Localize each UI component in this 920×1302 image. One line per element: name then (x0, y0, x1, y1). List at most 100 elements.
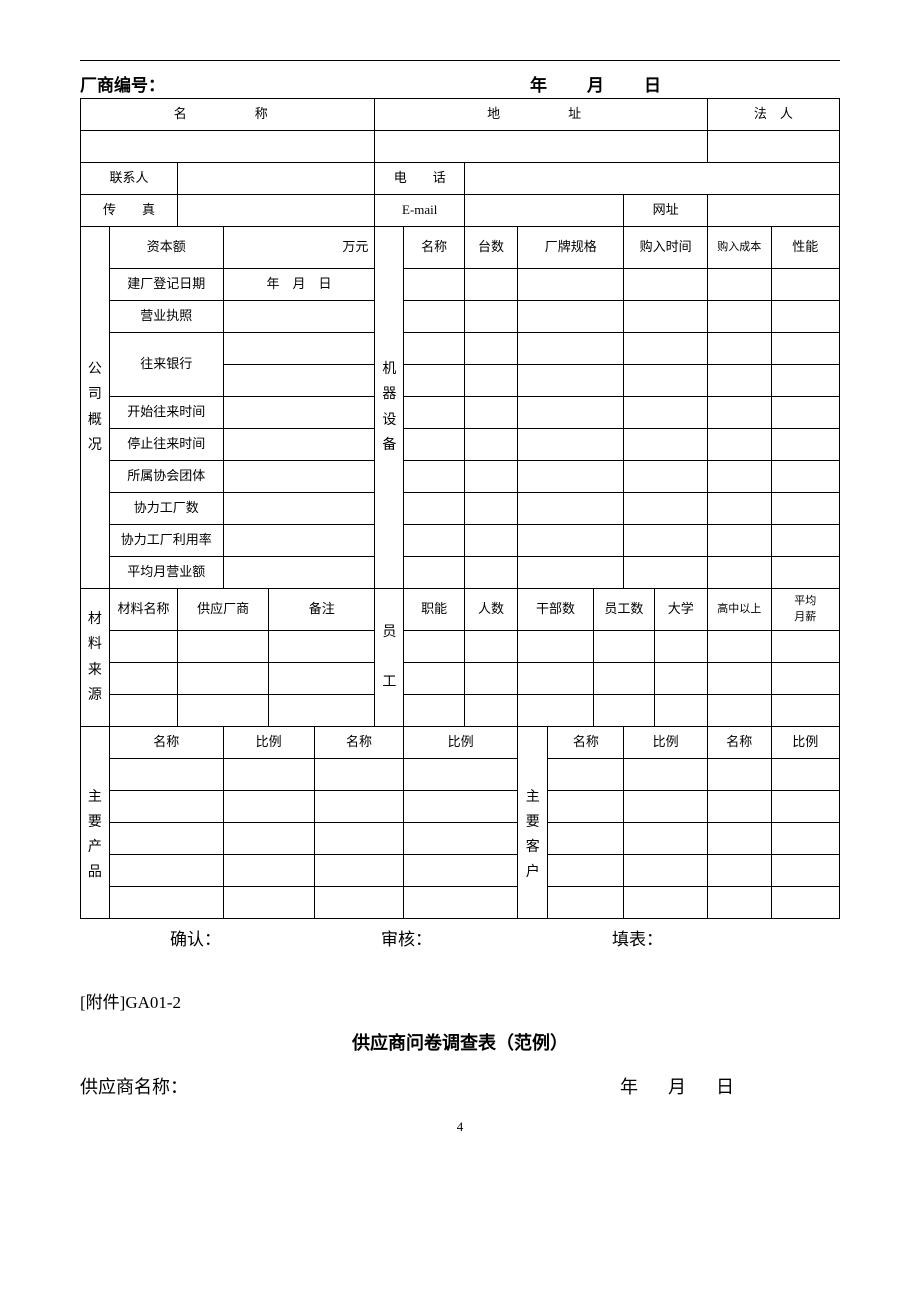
equip-r5-c2[interactable] (464, 397, 517, 429)
equip-r2-c4[interactable] (624, 301, 707, 333)
staff-r2-c5[interactable] (654, 663, 707, 695)
equip-r9-c5[interactable] (707, 525, 771, 557)
mat-r1-c2[interactable] (178, 631, 269, 663)
equip-r6-c5[interactable] (707, 429, 771, 461)
equip-r10-c3[interactable] (518, 557, 624, 589)
name-value[interactable] (81, 131, 375, 163)
staff-r1-c1[interactable] (404, 631, 465, 663)
equip-r10-c1[interactable] (404, 557, 465, 589)
prod-r5-c4[interactable] (404, 887, 518, 919)
equip-r7-c5[interactable] (707, 461, 771, 493)
equip-r1-c5[interactable] (707, 269, 771, 301)
staff-r1-c4[interactable] (594, 631, 655, 663)
equip-r2-c5[interactable] (707, 301, 771, 333)
coop-count-value[interactable] (223, 493, 375, 525)
equip-r6-c1[interactable] (404, 429, 465, 461)
address-value[interactable] (375, 131, 707, 163)
equip-r7-c4[interactable] (624, 461, 707, 493)
staff-r1-c6[interactable] (707, 631, 771, 663)
prod-r3-c4[interactable] (404, 823, 518, 855)
prod-r5-c2[interactable] (223, 887, 314, 919)
equip-r8-c5[interactable] (707, 493, 771, 525)
equip-r2-c3[interactable] (518, 301, 624, 333)
equip-r4-c3[interactable] (518, 365, 624, 397)
equip-r3-c2[interactable] (464, 333, 517, 365)
equip-r2-c1[interactable] (404, 301, 465, 333)
equip-r9-c1[interactable] (404, 525, 465, 557)
equip-r3-c3[interactable] (518, 333, 624, 365)
cust-r5-c1[interactable] (548, 887, 624, 919)
equip-r9-c3[interactable] (518, 525, 624, 557)
staff-r2-c6[interactable] (707, 663, 771, 695)
staff-r3-c5[interactable] (654, 695, 707, 727)
prod-r4-c1[interactable] (109, 855, 223, 887)
staff-r3-c2[interactable] (464, 695, 517, 727)
prod-r1-c3[interactable] (314, 759, 404, 791)
cust-r1-c2[interactable] (624, 759, 707, 791)
equip-r3-c1[interactable] (404, 333, 465, 365)
equip-r5-c3[interactable] (518, 397, 624, 429)
cust-r4-c4[interactable] (771, 855, 839, 887)
cust-r3-c2[interactable] (624, 823, 707, 855)
prod-r5-c3[interactable] (314, 887, 404, 919)
equip-r8-c2[interactable] (464, 493, 517, 525)
prod-r5-c1[interactable] (109, 887, 223, 919)
equip-r2-c6[interactable] (771, 301, 839, 333)
equip-r8-c1[interactable] (404, 493, 465, 525)
equip-r8-c6[interactable] (771, 493, 839, 525)
mat-r2-c3[interactable] (269, 663, 375, 695)
equip-r4-c5[interactable] (707, 365, 771, 397)
equip-r4-c2[interactable] (464, 365, 517, 397)
equip-r3-c5[interactable] (707, 333, 771, 365)
cust-r3-c4[interactable] (771, 823, 839, 855)
equip-r7-c2[interactable] (464, 461, 517, 493)
equip-r7-c6[interactable] (771, 461, 839, 493)
equip-r5-c5[interactable] (707, 397, 771, 429)
equip-r1-c2[interactable] (464, 269, 517, 301)
cust-r3-c3[interactable] (707, 823, 771, 855)
mat-r2-c2[interactable] (178, 663, 269, 695)
cust-r1-c3[interactable] (707, 759, 771, 791)
bank-value-2[interactable] (223, 365, 375, 397)
prod-r4-c4[interactable] (404, 855, 518, 887)
cust-r1-c4[interactable] (771, 759, 839, 791)
reg-date-value[interactable]: 年 月 日 (223, 269, 375, 301)
equip-r7-c3[interactable] (518, 461, 624, 493)
prod-r2-c3[interactable] (314, 791, 404, 823)
mat-r1-c1[interactable] (109, 631, 177, 663)
prod-r2-c4[interactable] (404, 791, 518, 823)
mat-r3-c1[interactable] (109, 695, 177, 727)
equip-r2-c2[interactable] (464, 301, 517, 333)
cust-r2-c1[interactable] (548, 791, 624, 823)
equip-r8-c4[interactable] (624, 493, 707, 525)
equip-r6-c3[interactable] (518, 429, 624, 461)
staff-r3-c6[interactable] (707, 695, 771, 727)
equip-r1-c6[interactable] (771, 269, 839, 301)
equip-r10-c6[interactable] (771, 557, 839, 589)
avg-turnover-value[interactable] (223, 557, 375, 589)
equip-r1-c3[interactable] (518, 269, 624, 301)
staff-r1-c2[interactable] (464, 631, 517, 663)
equip-r5-c4[interactable] (624, 397, 707, 429)
prod-r3-c1[interactable] (109, 823, 223, 855)
equip-r10-c4[interactable] (624, 557, 707, 589)
equip-r6-c2[interactable] (464, 429, 517, 461)
cust-r2-c3[interactable] (707, 791, 771, 823)
mat-r3-c3[interactable] (269, 695, 375, 727)
cust-r4-c1[interactable] (548, 855, 624, 887)
equip-r9-c2[interactable] (464, 525, 517, 557)
staff-r1-c5[interactable] (654, 631, 707, 663)
equip-r9-c4[interactable] (624, 525, 707, 557)
equip-r3-c4[interactable] (624, 333, 707, 365)
equip-r6-c6[interactable] (771, 429, 839, 461)
cust-r4-c2[interactable] (624, 855, 707, 887)
coop-util-value[interactable] (223, 525, 375, 557)
staff-r2-c7[interactable] (771, 663, 839, 695)
cust-r1-c1[interactable] (548, 759, 624, 791)
staff-r3-c3[interactable] (518, 695, 594, 727)
equip-r1-c1[interactable] (404, 269, 465, 301)
prod-r2-c2[interactable] (223, 791, 314, 823)
equip-r9-c6[interactable] (771, 525, 839, 557)
fax-value[interactable] (178, 195, 375, 227)
capital-value[interactable]: 万元 (223, 227, 375, 269)
